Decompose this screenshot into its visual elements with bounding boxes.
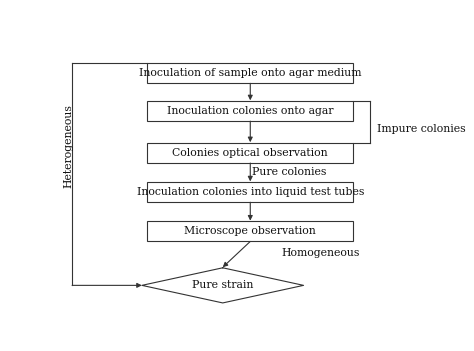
Text: Homogeneous: Homogeneous	[282, 248, 360, 258]
Bar	[147, 143, 353, 163]
Text: Inoculation of sample onto agar medium: Inoculation of sample onto agar medium	[139, 68, 362, 78]
Text: Inoculation colonies onto agar: Inoculation colonies onto agar	[167, 106, 334, 116]
Text: Microscope observation: Microscope observation	[184, 226, 316, 236]
Text: Pure strain: Pure strain	[192, 280, 254, 290]
Bar	[147, 63, 353, 83]
Bar	[147, 182, 353, 202]
Bar	[147, 221, 353, 241]
Bar	[147, 101, 353, 121]
Text: Inoculation colonies into liquid test tubes: Inoculation colonies into liquid test tu…	[137, 187, 364, 197]
Text: Colonies optical observation: Colonies optical observation	[173, 148, 328, 158]
Text: Impure colonies: Impure colonies	[377, 124, 465, 134]
Text: Pure colonies: Pure colonies	[252, 167, 327, 177]
Text: Heterogeneous: Heterogeneous	[64, 104, 73, 188]
